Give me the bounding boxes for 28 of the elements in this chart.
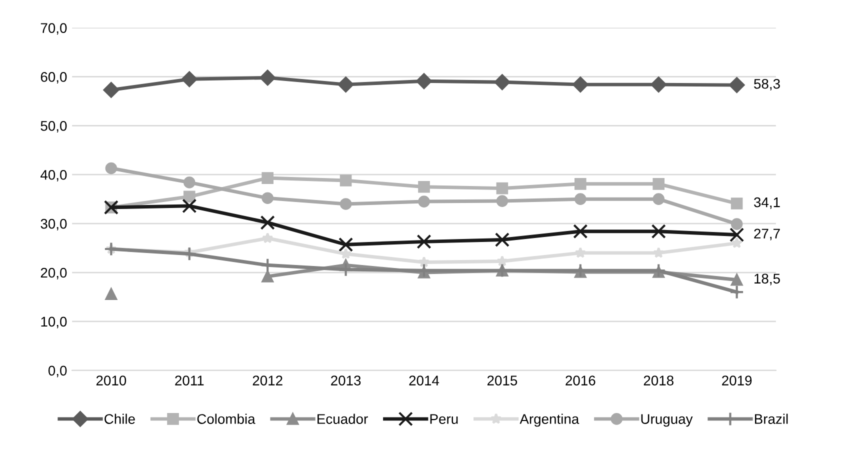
y-tick-label: 0,0 xyxy=(48,366,67,378)
legend-label: Colombia xyxy=(197,414,256,424)
data-label: 27,7 xyxy=(754,228,780,240)
legend-label: Argentina xyxy=(520,414,580,427)
legend-label: Chile xyxy=(104,414,135,424)
x-tick-label: 2013 xyxy=(331,376,361,386)
legend-label: Brazil xyxy=(754,414,788,424)
legend-label: Uruguay xyxy=(641,414,693,427)
data-label: 58,3 xyxy=(754,78,780,90)
y-tick-label: 60,0 xyxy=(40,72,67,84)
y-tick-label: 70,0 xyxy=(40,23,67,35)
y-tick-label: 10,0 xyxy=(41,316,67,328)
x-tick-label: 2014 xyxy=(409,376,440,386)
data-label: 34,1 xyxy=(754,197,780,209)
x-tick-label: 2018 xyxy=(644,376,674,386)
x-tick-label: 2015 xyxy=(487,376,518,386)
x-tick-label: 2012 xyxy=(252,376,282,386)
legend-label: Peru xyxy=(430,414,458,424)
y-tick-label: 30,0 xyxy=(40,218,67,230)
x-tick-label: 2011 xyxy=(175,376,204,386)
y-tick-label: 50,0 xyxy=(40,121,67,132)
y-tick-label: 40,0 xyxy=(40,170,67,182)
legend-label: Ecuador xyxy=(318,414,368,424)
data-label: 18,5 xyxy=(754,274,780,286)
x-tick-label: 2016 xyxy=(566,376,596,386)
y-tick-label: 20,0 xyxy=(40,268,67,280)
x-tick-label: 2010 xyxy=(96,376,126,386)
x-tick-label: 2019 xyxy=(722,376,752,386)
